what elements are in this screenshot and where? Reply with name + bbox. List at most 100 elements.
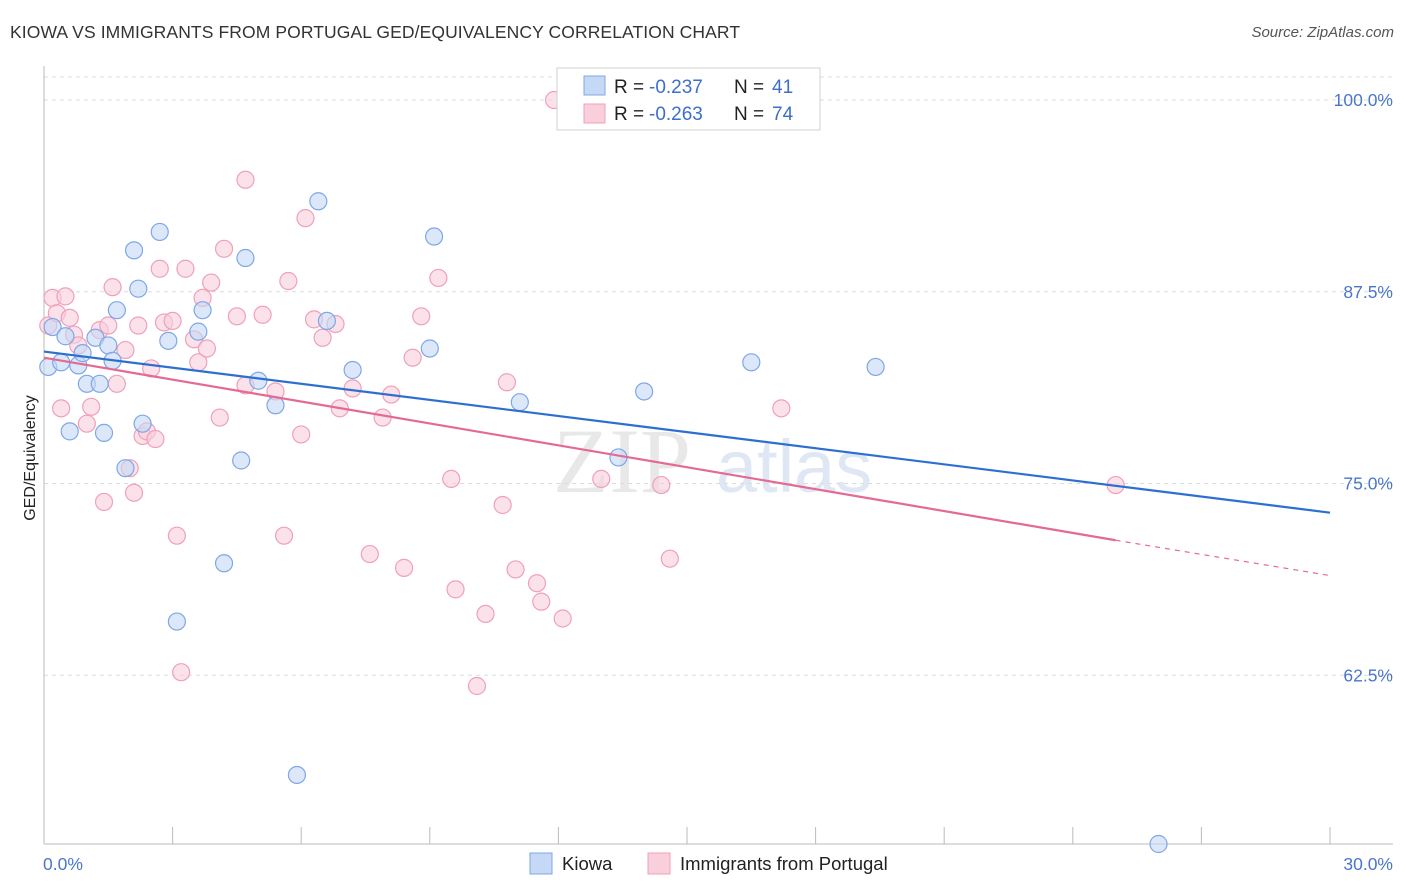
portugal-point: [99, 316, 118, 335]
portugal-point: [150, 259, 169, 278]
legend-n-label-kiowa: N =: [734, 77, 764, 98]
portugal-point: [527, 574, 547, 593]
chart-title: KIOWA VS IMMIGRANTS FROM PORTUGAL GED/EQ…: [10, 22, 741, 42]
kiowa-point: [424, 227, 444, 246]
kiowa-point: [94, 423, 114, 442]
legend-swatch-portugal: [583, 103, 606, 124]
series-legend: Kiowa Immigrants from Portugal: [529, 852, 888, 875]
bottom-legend-swatch-kiowa: [529, 852, 553, 875]
kiowa-point: [167, 612, 186, 631]
portugal-point: [506, 560, 525, 579]
kiowa-point: [133, 414, 152, 433]
kiowa-point: [193, 301, 212, 320]
trend-line-portugal: [43, 356, 1116, 542]
kiowa-point: [189, 322, 208, 341]
portugal-point: [146, 429, 165, 449]
kiowa-point: [90, 374, 109, 393]
bottom-legend-label-kiowa: Kiowa: [562, 853, 613, 874]
series-immigrants-from-portugal: [39, 90, 1125, 696]
axes: [43, 66, 1393, 845]
portugal-point: [394, 558, 414, 577]
y-tick-label: 75.0%: [1343, 474, 1393, 494]
portugal-point: [772, 399, 791, 418]
legend-swatch-kiowa: [583, 75, 606, 96]
portugal-point: [313, 328, 332, 347]
portugal-point: [373, 408, 392, 427]
kiowa-point: [1149, 834, 1168, 854]
portugal-point: [214, 239, 234, 258]
x-tick-label-min: 0.0%: [43, 854, 83, 874]
kiowa-point: [510, 393, 529, 412]
portugal-point: [360, 544, 379, 564]
source-note: Source: ZipAtlas.com: [1251, 24, 1394, 41]
y-tick-label: 62.5%: [1343, 665, 1393, 685]
portugal-point: [202, 273, 221, 292]
portugal-point: [493, 495, 512, 515]
portugal-point: [116, 340, 135, 360]
kiowa-point: [129, 279, 148, 298]
kiowa-point: [317, 311, 337, 331]
kiowa-point: [159, 331, 178, 350]
portugal-point: [274, 526, 294, 545]
portugal-point: [197, 339, 216, 358]
portugal-point: [172, 663, 191, 682]
kiowa-point: [249, 371, 268, 390]
portugal-point: [253, 305, 272, 324]
portugal-point: [94, 492, 114, 512]
legend-r-label-portugal: R =: [614, 104, 644, 125]
portugal-point: [292, 425, 311, 444]
portugal-point: [236, 170, 255, 189]
portugal-point: [103, 278, 122, 297]
portugal-point: [476, 604, 495, 624]
kiowa-point: [232, 451, 251, 470]
portugal-point: [442, 469, 461, 489]
legend-n-label-portugal: N =: [734, 104, 764, 125]
kiowa-point: [56, 327, 75, 346]
portugal-point: [77, 414, 96, 433]
legend-n-value-portugal: 74: [772, 104, 794, 125]
kiowa-point: [214, 554, 234, 573]
y-tick-label: 87.5%: [1343, 282, 1393, 302]
portugal-point: [176, 259, 195, 278]
portugal-point: [467, 676, 487, 696]
kiowa-point: [124, 241, 144, 260]
portugal-point: [412, 307, 431, 326]
trend-line-portugal-extension: [1115, 539, 1331, 577]
portugal-point: [82, 397, 101, 416]
trend-line-kiowa: [43, 350, 1331, 514]
x-tick-label-max: 30.0%: [1343, 854, 1393, 874]
kiowa-point: [309, 192, 328, 211]
legend-n-value-kiowa: 41: [772, 77, 793, 98]
bottom-legend-swatch-portugal: [647, 852, 671, 875]
portugal-point: [227, 307, 246, 326]
kiowa-point: [43, 317, 62, 337]
portugal-point: [553, 609, 572, 628]
bottom-legend-label-portugal: Immigrants from Portugal: [680, 853, 888, 874]
kiowa-point: [236, 248, 255, 268]
legend-r-value-kiowa: -0.237: [649, 77, 703, 98]
kiowa-point: [635, 382, 654, 401]
correlation-legend: R = -0.237 N = 41 R = -0.263 N = 74: [556, 67, 821, 131]
portugal-point: [167, 526, 186, 545]
portugal-point: [532, 592, 551, 611]
portugal-point: [296, 209, 315, 228]
kiowa-point: [866, 357, 885, 377]
portugal-point: [446, 580, 465, 599]
portugal-point: [660, 549, 679, 568]
kiowa-point: [60, 422, 79, 441]
portugal-point: [52, 399, 71, 418]
portugal-point: [652, 475, 671, 495]
portugal-point: [124, 483, 144, 502]
portugal-point: [210, 408, 229, 427]
trend-lines: [43, 350, 1331, 577]
portugal-point: [163, 311, 182, 331]
kiowa-point: [742, 353, 761, 372]
legend-r-value-portugal: -0.263: [649, 104, 703, 125]
portugal-point: [497, 373, 517, 392]
kiowa-point: [266, 396, 285, 415]
y-tick-label: 100.0%: [1334, 90, 1393, 110]
portugal-point: [107, 374, 126, 393]
y-tick-labels: 62.5% 75.0% 87.5% 100.0%: [1334, 90, 1393, 685]
kiowa-point: [343, 360, 362, 380]
